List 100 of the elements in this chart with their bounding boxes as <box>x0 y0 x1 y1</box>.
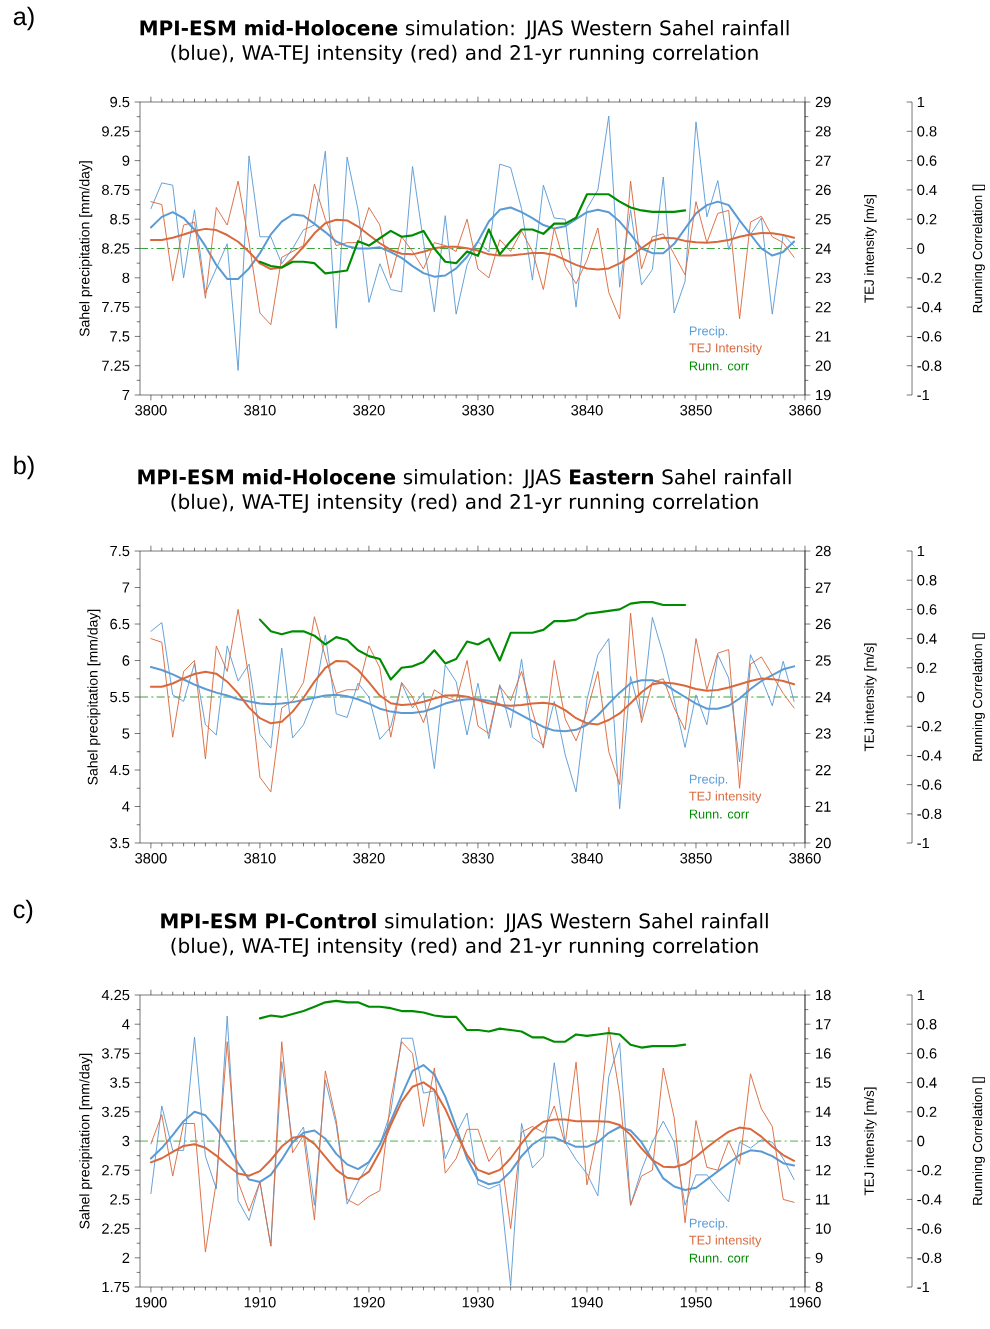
y3-tick-label: -0.2 <box>917 1165 942 1176</box>
line-series <box>150 1026 795 1253</box>
y3-tick-label: 0.6 <box>917 604 937 615</box>
y2-tick-label: 28 <box>815 126 831 137</box>
y3-tick-label: 0.4 <box>917 184 937 196</box>
y2-axis-title: TEJ intensity [m/s] <box>864 1087 877 1196</box>
y-axis-title: Sahel precipitation [mm/day] <box>79 1053 93 1229</box>
text: TEJ Intensity <box>689 343 763 355</box>
y3-tick-label: 0.6 <box>917 155 937 166</box>
y-tick-label: 5.5 <box>110 691 130 703</box>
text: Runn. corr <box>689 809 749 819</box>
text: Runn. corr <box>689 361 749 371</box>
y3-tick-label: 0.2 <box>917 214 937 225</box>
y2-tick-label: 29 <box>815 96 831 108</box>
y2-tick-label: 15 <box>816 1077 831 1088</box>
y-tick-label: 4.5 <box>109 764 130 776</box>
y2-tick-label: 20 <box>815 837 831 849</box>
y-tick-label: 7.5 <box>110 545 130 557</box>
y3-tick-label: 0.8 <box>917 126 937 137</box>
y3-tick-label: -0.6 <box>917 331 942 342</box>
y2-tick-label: 27 <box>815 155 831 166</box>
y-tick-label: 8.5 <box>110 214 130 225</box>
chart-title: MPI-ESM mid-Holocene simulation: JJAS Eastern Sahel rainfall (blue), WA-TEJ intensity (red) and 21-yr running correlation <box>138 469 791 514</box>
x-tick-label: 1920 <box>353 1297 385 1308</box>
text: c) <box>13 899 33 924</box>
y2-tick-label: 21 <box>815 331 831 342</box>
y-tick-label: 6.5 <box>110 618 130 630</box>
y2-tick-label: 9 <box>815 1252 823 1264</box>
y2-tick-label: 13 <box>816 1135 831 1147</box>
y3-tick-label: -0.2 <box>917 721 942 732</box>
y2-tick-label: 16 <box>816 1048 831 1059</box>
chart-title: MPI-ESM mid-Holocene simulation: JJAS Western Sahel rainfall (blue), WA-TEJ intensity (red) and 21-yr running correlation <box>140 20 789 65</box>
series-label: Precip. <box>689 1218 728 1231</box>
y-tick-label: 9.25 <box>102 126 130 137</box>
y2-tick-label: 23 <box>815 272 831 283</box>
y2-tick-label: 12 <box>816 1165 831 1176</box>
y3-tick-label: -0.8 <box>917 808 942 820</box>
text: Runn. corr <box>689 1253 749 1263</box>
y-tick-label: 9.5 <box>110 96 130 108</box>
y3-tick-label: 0 <box>917 243 925 254</box>
x-tick-label: 1940 <box>571 1297 603 1308</box>
text: b) <box>14 455 34 480</box>
y-tick-label: 7 <box>122 582 130 593</box>
y3-tick-label: -0.8 <box>917 1252 942 1264</box>
x-tick-label: 3850 <box>680 853 712 864</box>
y-tick-label: 8.25 <box>102 243 130 254</box>
y-tick-label: 3.25 <box>101 1106 130 1118</box>
y2-tick-label: 17 <box>816 1019 831 1030</box>
y2-tick-label: 14 <box>816 1106 831 1117</box>
x-tick-label: 3800 <box>135 405 167 416</box>
y2-tick-label: 25 <box>815 214 831 225</box>
chart-title: MPI-ESM PI-Control simulation: JJAS Western Sahel rainfall (blue), WA-TEJ intensity (red) and 21-yr running correlation <box>161 913 768 958</box>
y2-tick-label: 26 <box>815 184 831 196</box>
x-tick-label: 1930 <box>462 1297 494 1308</box>
x-tick-label: 3850 <box>680 405 712 416</box>
y3-tick-label: -1 <box>917 837 930 849</box>
y2-tick-label: 23 <box>815 728 831 739</box>
series-label: Precip. <box>689 774 728 787</box>
y-tick-label: 3 <box>122 1135 130 1147</box>
y3-tick-label: 1 <box>917 989 925 1001</box>
x-tick-label: 1960 <box>789 1297 821 1308</box>
y3-tick-label: -0.4 <box>917 1194 942 1205</box>
y3-tick-label: 0 <box>917 691 925 703</box>
y3-axis-title: Running Correlation [] <box>972 633 985 761</box>
y-tick-label: 5 <box>122 728 130 739</box>
y-tick-label: 9 <box>122 155 130 166</box>
y-tick-label: 2.75 <box>102 1165 130 1176</box>
y3-tick-label: -1 <box>917 1281 930 1293</box>
y2-axis-title: TEJ intensity [m/s] <box>864 643 877 752</box>
y3-tick-label: -0.6 <box>917 779 942 790</box>
x-tick-label: 3840 <box>571 853 603 864</box>
y2-tick-label: 21 <box>815 801 831 812</box>
series-label: Precip. <box>689 326 728 338</box>
y2-tick-label: 18 <box>816 989 831 1001</box>
y3-tick-label: -0.6 <box>917 1223 942 1234</box>
x-tick-label: 3820 <box>353 405 385 416</box>
series-label: TEJ intensity <box>689 1235 762 1248</box>
y2-tick-label: 25 <box>815 655 831 666</box>
y2-tick-label: 22 <box>815 764 831 776</box>
x-tick-label: 3830 <box>462 853 494 864</box>
y-tick-label: 8 <box>122 272 130 283</box>
y2-tick-label: 11 <box>816 1194 830 1205</box>
y2-tick-label: 10 <box>816 1223 831 1234</box>
x-tick-label: 3860 <box>789 853 821 864</box>
y-tick-label: 4 <box>122 801 130 812</box>
x-tick-label: 3810 <box>244 853 276 864</box>
x-tick-label: 1910 <box>244 1297 276 1308</box>
x-tick-label: 3800 <box>135 853 167 864</box>
y-tick-label: 3.5 <box>110 1077 130 1088</box>
x-tick-label: 3810 <box>244 405 276 416</box>
x-tick-label: 3860 <box>789 405 821 416</box>
y-tick-label: 1.75 <box>102 1281 130 1293</box>
y-tick-label: 4 <box>122 1019 130 1030</box>
y3-tick-label: -0.2 <box>917 272 942 284</box>
y-tick-label: 2.5 <box>110 1194 130 1205</box>
series-label: TEJ intensity <box>689 791 762 804</box>
y-tick-label: 7 <box>122 389 130 401</box>
text: a) <box>13 6 34 31</box>
y-tick-label: 7.5 <box>110 331 130 342</box>
y2-tick-label: 26 <box>815 618 831 630</box>
